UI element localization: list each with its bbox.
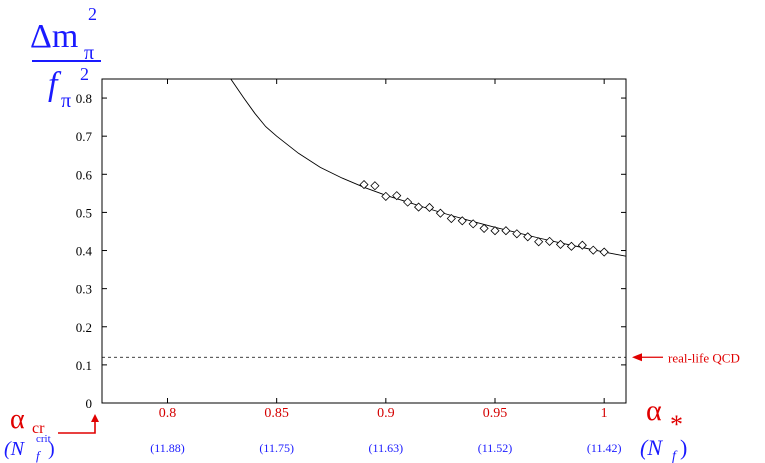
x-tick-label: 0.85 (264, 406, 289, 421)
data-point (588, 245, 598, 255)
x-axis-title-sub: * (670, 410, 683, 439)
y-tick-label: 0.7 (76, 129, 93, 144)
data-point (512, 229, 522, 239)
y-axis-ticks: 0 0.1 0.2 0.3 0.4 0.5 0.6 0.7 0.8 (76, 91, 626, 411)
y-tick-label: 0.1 (76, 358, 92, 373)
nf-tick-label: (11.75) (259, 441, 294, 455)
reference-line-group: real-life QCD (102, 350, 740, 365)
data-point (359, 180, 369, 190)
data-point (414, 202, 424, 212)
nf-tick-label: (11.42) (587, 441, 622, 455)
data-point (555, 239, 566, 249)
alpha-cr-nf-close: ) (48, 438, 55, 460)
y-title-numerator-sub: π (84, 42, 94, 64)
y-tick-label: 0.6 (76, 167, 93, 182)
x-axis-title: α * (646, 394, 683, 439)
nf-axis-title-sub: f (672, 449, 678, 463)
alpha-cr-nf-sub: f (36, 448, 42, 463)
reference-line-label: real-life QCD (668, 350, 740, 365)
alpha-cr-nf-sup: crit (36, 433, 51, 445)
data-point (435, 208, 445, 218)
y-title-denominator-sup: 2 (80, 64, 89, 84)
data-points (359, 180, 609, 257)
data-point (599, 247, 609, 257)
x-tick-label: 0.8 (159, 406, 177, 421)
y-tick-label: 0 (86, 396, 93, 411)
data-point (523, 232, 533, 242)
data-point (457, 216, 467, 226)
x-tick-label: 0.95 (483, 406, 508, 421)
y-title-denominator-sub: π (61, 90, 71, 112)
data-point (490, 226, 500, 236)
nf-axis-title: (N f ) (640, 435, 687, 463)
reference-arrow-head (632, 353, 642, 362)
data-point (566, 241, 576, 251)
plot-frame (101, 78, 627, 404)
data-point (468, 219, 478, 229)
x-tick-label: 1 (601, 406, 608, 421)
y-tick-label: 0.5 (76, 205, 92, 220)
data-point (545, 236, 555, 246)
data-point (446, 213, 456, 224)
nf-axis-ticks: (11.88) (11.75) (11.63) (11.52) (11.42) (150, 441, 621, 455)
data-point (577, 240, 587, 250)
y-title-numerator-sup: 2 (88, 4, 97, 24)
y-tick-label: 0.2 (76, 320, 92, 335)
data-point (392, 191, 402, 201)
nf-axis-title-open: (N (640, 435, 663, 460)
data-point (479, 223, 489, 233)
y-tick-label: 0.4 (76, 244, 93, 259)
nf-tick-label: (11.88) (150, 441, 185, 455)
x-axis-ticks: 0.8 0.85 0.9 0.95 1 (159, 79, 608, 421)
data-point (403, 197, 413, 207)
nf-tick-label: (11.52) (478, 441, 513, 455)
data-point (501, 226, 511, 236)
nf-axis-title-close: ) (680, 435, 687, 460)
nf-tick-label: (11.63) (369, 441, 404, 455)
y-tick-label: 0.3 (76, 282, 92, 297)
data-point (381, 191, 391, 201)
alpha-cr-arrow-head (91, 414, 99, 422)
alpha-cr-arrow (58, 420, 96, 434)
fit-curve (230, 79, 626, 257)
y-title-denominator: f (48, 66, 62, 103)
alpha-cr-sub: cr (32, 420, 45, 437)
data-point (534, 237, 544, 247)
alpha-cr-nf-open: (N (4, 438, 26, 460)
fit-curve-group (230, 79, 626, 257)
alpha-cr-symbol: α (10, 404, 25, 435)
data-point (370, 181, 380, 191)
x-axis-title-alpha: α (646, 394, 662, 427)
data-point (424, 202, 435, 213)
y-tick-label: 0.8 (76, 91, 92, 106)
y-title-numerator: Δm (30, 18, 78, 55)
x-tick-label: 0.9 (377, 406, 395, 421)
alpha-cr-label: α cr (N f crit ) (4, 404, 99, 463)
